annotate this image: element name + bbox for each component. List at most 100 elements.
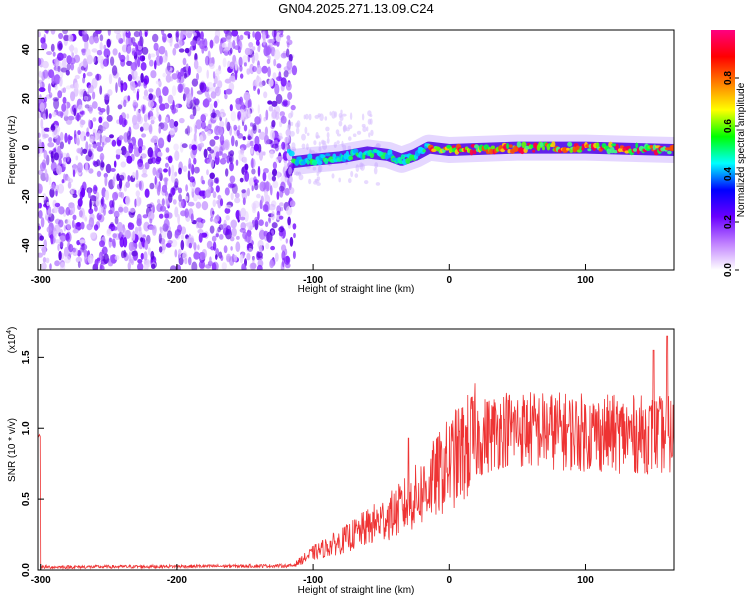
x-tick-label: -100 <box>303 575 323 586</box>
noise-speck <box>157 151 163 158</box>
noise-speck <box>326 132 330 139</box>
noise-speck <box>257 165 261 177</box>
noise-speck <box>187 126 193 133</box>
noise-speck <box>165 67 173 72</box>
noise-speck <box>163 218 170 230</box>
noise-speck <box>115 32 122 41</box>
noise-speck <box>261 65 269 74</box>
x-tick-label: 100 <box>577 575 594 586</box>
noise-speck <box>128 241 134 252</box>
noise-speck <box>271 222 278 229</box>
noise-speck <box>251 53 255 64</box>
noise-speck <box>315 135 321 139</box>
noise-speck <box>266 137 270 145</box>
noise-speck <box>225 117 228 128</box>
noise-speck <box>209 87 216 93</box>
noise-speck <box>161 243 167 251</box>
noise-speck <box>287 161 293 170</box>
track-point <box>649 145 654 149</box>
noise-speck <box>194 53 198 62</box>
snr-y-multiplier: (x104) <box>6 327 18 354</box>
noise-speck <box>272 72 277 80</box>
snr-series <box>38 335 674 570</box>
noise-speck <box>206 81 214 90</box>
noise-speck <box>180 68 185 77</box>
noise-speck <box>186 125 191 136</box>
noise-speck <box>267 100 273 105</box>
noise-speck <box>273 49 281 61</box>
noise-speck <box>263 116 267 122</box>
noise-speck <box>282 257 285 268</box>
noise-speck <box>155 169 162 179</box>
noise-speck <box>77 162 83 173</box>
noise-speck <box>127 222 135 230</box>
noise-speck <box>43 96 48 103</box>
noise-speck <box>120 161 127 168</box>
noise-speck <box>115 153 121 160</box>
noise-speck <box>47 216 51 224</box>
noise-speck <box>52 51 56 57</box>
noise-speck <box>38 57 42 66</box>
noise-speck <box>58 206 65 215</box>
noise-speck <box>243 91 251 102</box>
noise-speck <box>246 187 250 197</box>
noise-speck <box>98 116 103 124</box>
noise-speck <box>41 71 46 81</box>
noise-speck <box>374 162 379 169</box>
noise-speck <box>298 174 304 181</box>
noise-speck <box>129 258 134 264</box>
noise-speck <box>272 161 277 170</box>
noise-speck <box>54 202 61 208</box>
noise-speck <box>50 43 55 52</box>
noise-speck <box>131 250 138 257</box>
noise-speck <box>137 80 141 87</box>
noise-speck <box>50 233 54 245</box>
noise-speck <box>263 91 268 99</box>
noise-speck <box>322 143 328 151</box>
noise-speck <box>269 38 275 43</box>
noise-speck <box>78 69 82 74</box>
noise-speck <box>67 181 72 189</box>
noise-speck <box>254 135 260 146</box>
track-point <box>306 159 310 165</box>
noise-speck <box>85 141 89 152</box>
noise-speck <box>118 206 124 213</box>
noise-speck <box>142 167 147 175</box>
noise-speck <box>207 178 214 188</box>
noise-speck <box>149 116 156 121</box>
noise-speck <box>219 198 224 207</box>
noise-speck <box>268 203 276 211</box>
noise-speck <box>181 83 185 90</box>
noise-speck <box>81 30 88 35</box>
noise-speck <box>256 251 263 259</box>
noise-speck <box>246 252 251 261</box>
noise-speck <box>260 195 264 204</box>
noise-speck <box>289 175 293 183</box>
noise-speck <box>172 185 179 191</box>
x-tick-label: 100 <box>577 275 594 286</box>
noise-speck <box>94 205 98 212</box>
spectrogram-y-axis-title: Frequency (Hz) <box>7 116 18 185</box>
noise-speck <box>133 30 140 38</box>
noise-speck <box>112 226 118 231</box>
noise-speck <box>135 183 139 188</box>
noise-speck <box>89 195 97 201</box>
noise-speck <box>217 126 224 136</box>
noise-speck <box>96 146 104 152</box>
noise-speck <box>84 253 88 264</box>
noise-speck <box>230 111 237 122</box>
noise-speck <box>142 95 148 100</box>
noise-speck <box>257 104 260 114</box>
noise-speck <box>196 167 200 172</box>
noise-speck <box>91 48 98 53</box>
noise-speck <box>316 171 320 177</box>
noise-speck <box>318 141 321 147</box>
noise-speck <box>39 102 45 112</box>
noise-speck <box>85 161 89 173</box>
noise-speck <box>93 56 99 65</box>
noise-speck <box>224 46 230 52</box>
noise-speck <box>199 135 204 143</box>
noise-speck <box>254 216 259 224</box>
noise-speck <box>177 187 183 194</box>
noise-speck <box>93 36 100 44</box>
